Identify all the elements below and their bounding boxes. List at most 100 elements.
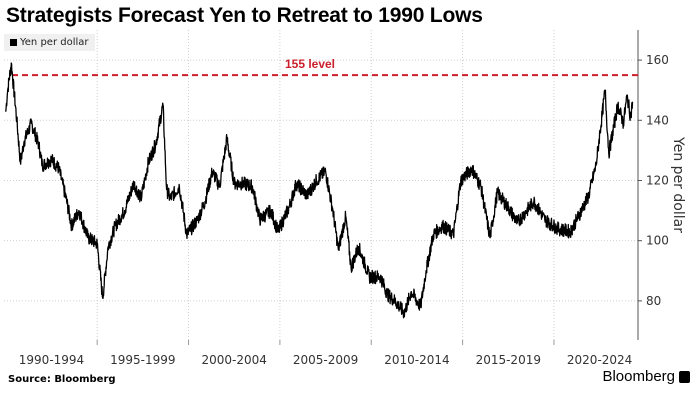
data-point bbox=[58, 167, 60, 170]
data-point bbox=[631, 101, 634, 103]
legend-label: Yen per dollar bbox=[20, 37, 89, 48]
data-point bbox=[357, 246, 360, 248]
data-point bbox=[608, 152, 610, 154]
y-tick-label: 100 bbox=[646, 234, 669, 248]
data-point bbox=[394, 300, 396, 302]
data-point bbox=[178, 185, 181, 188]
y-tick-label: 80 bbox=[646, 294, 661, 308]
data-point bbox=[580, 209, 582, 212]
y-axis-label: Yen per dollar bbox=[670, 136, 686, 233]
x-tick-label: 1990-1994 bbox=[19, 353, 84, 367]
reference-line-label: 155 level bbox=[285, 57, 335, 71]
data-point bbox=[166, 188, 168, 191]
data-point bbox=[251, 185, 254, 188]
bloomberg-logo: Bloomberg bbox=[602, 368, 690, 385]
legend-swatch bbox=[10, 39, 17, 46]
data-point bbox=[315, 179, 318, 182]
x-tick-label: 2005-2009 bbox=[293, 353, 358, 367]
data-point bbox=[432, 234, 434, 236]
data-point bbox=[19, 161, 22, 164]
data-point bbox=[186, 234, 188, 236]
data-point bbox=[71, 225, 73, 227]
data-point bbox=[630, 116, 632, 118]
legend: Yen per dollar bbox=[4, 34, 95, 51]
data-point bbox=[387, 294, 389, 296]
data-point bbox=[350, 267, 352, 269]
x-tick-label: 2020-2024 bbox=[567, 353, 632, 367]
data-point bbox=[10, 62, 12, 64]
data-point bbox=[87, 237, 89, 239]
data-point bbox=[332, 209, 334, 212]
data-point bbox=[471, 167, 473, 170]
data-point bbox=[419, 306, 422, 308]
data-point bbox=[23, 140, 25, 142]
data-point bbox=[626, 95, 628, 97]
source-note: Source: Bloomberg bbox=[8, 374, 116, 385]
data-point bbox=[403, 312, 405, 314]
data-point bbox=[288, 206, 290, 209]
y-tick-label: 160 bbox=[646, 53, 669, 67]
data-point bbox=[507, 206, 509, 209]
y-tick-label: 120 bbox=[646, 173, 669, 187]
data-point bbox=[617, 104, 619, 106]
data-point bbox=[379, 276, 381, 278]
data-point bbox=[114, 225, 117, 227]
x-tick-label: 2000-2004 bbox=[202, 353, 267, 367]
series-line-yen-per-dollar bbox=[5, 62, 634, 319]
data-point bbox=[218, 185, 221, 188]
data-point bbox=[7, 89, 9, 91]
data-point bbox=[595, 164, 597, 167]
y-tick-label: 140 bbox=[646, 113, 669, 127]
data-point bbox=[50, 158, 53, 161]
data-point bbox=[259, 219, 261, 221]
data-point bbox=[211, 170, 213, 173]
data-point bbox=[155, 143, 157, 145]
data-point bbox=[270, 209, 272, 212]
data-point bbox=[480, 185, 482, 188]
data-point bbox=[38, 143, 40, 145]
data-point bbox=[197, 219, 199, 221]
data-point bbox=[16, 119, 18, 121]
data-point bbox=[102, 297, 104, 299]
data-point bbox=[489, 237, 491, 239]
data-point bbox=[622, 122, 624, 124]
data-point bbox=[226, 137, 228, 139]
bloomberg-mark-icon bbox=[679, 370, 690, 383]
data-point bbox=[242, 182, 244, 185]
data-point bbox=[410, 291, 413, 293]
data-point bbox=[133, 182, 135, 185]
data-point bbox=[557, 228, 559, 230]
data-point bbox=[533, 200, 535, 203]
data-point bbox=[233, 182, 235, 185]
data-point bbox=[516, 222, 519, 224]
data-point bbox=[204, 200, 206, 203]
data-point bbox=[147, 161, 149, 164]
x-tick-label: 2010-2014 bbox=[384, 353, 449, 367]
data-point bbox=[337, 249, 339, 251]
data-point bbox=[544, 219, 546, 221]
data-point bbox=[41, 164, 43, 167]
data-point bbox=[295, 182, 297, 185]
x-tick-label: 1995-1999 bbox=[110, 353, 175, 367]
data-point bbox=[452, 234, 455, 236]
data-point bbox=[107, 246, 109, 248]
data-point bbox=[78, 209, 80, 212]
data-point bbox=[277, 231, 279, 233]
data-point bbox=[140, 197, 142, 200]
data-point bbox=[324, 170, 327, 173]
data-point bbox=[5, 110, 7, 112]
data-point bbox=[169, 197, 171, 200]
data-point bbox=[588, 194, 590, 197]
data-point bbox=[162, 104, 164, 106]
data-point bbox=[368, 276, 371, 278]
chart-title: Strategists Forecast Yen to Retreat to 1… bbox=[6, 4, 483, 27]
data-point bbox=[460, 179, 462, 182]
data-point bbox=[604, 89, 606, 91]
data-point bbox=[496, 191, 498, 194]
data-point bbox=[96, 243, 98, 245]
data-point bbox=[569, 231, 571, 233]
x-tick-label: 2015-2019 bbox=[476, 353, 541, 367]
data-point bbox=[30, 122, 33, 124]
data-point bbox=[306, 194, 308, 197]
